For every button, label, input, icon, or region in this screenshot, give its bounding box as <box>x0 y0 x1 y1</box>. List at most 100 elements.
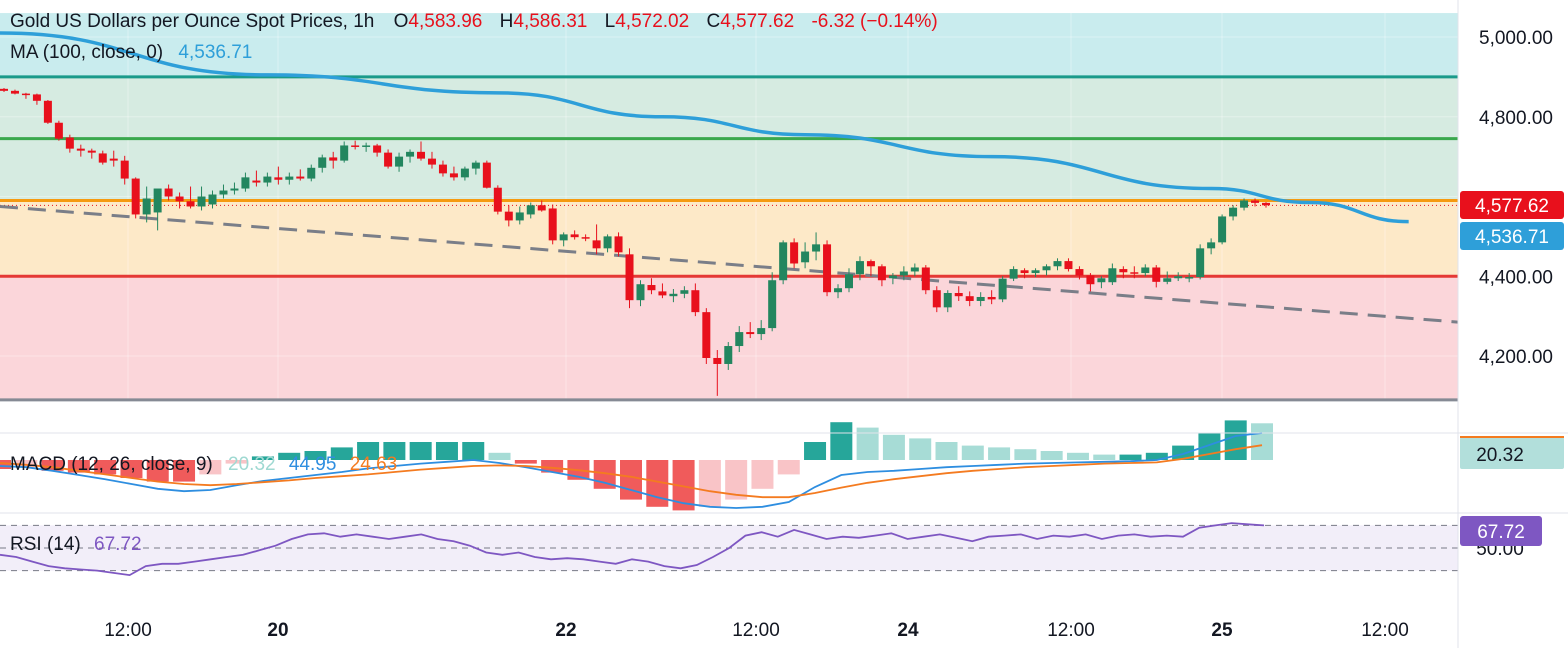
candle-66 <box>724 346 733 364</box>
candle-39 <box>427 158 436 165</box>
candle-60 <box>658 291 667 296</box>
macd-hist-bar-47 <box>1224 420 1247 460</box>
candle-82 <box>899 271 908 276</box>
candle-42 <box>460 168 469 178</box>
candle-95 <box>1042 266 1051 271</box>
candle-35 <box>384 152 393 167</box>
zone-band-0 <box>0 13 1458 77</box>
macd-hist-bar-38 <box>988 447 1011 460</box>
rsi-badge-text: 67.72 <box>1477 522 1525 543</box>
candle-94 <box>1031 270 1040 274</box>
rsi-legend-value: 67.72 <box>94 534 142 555</box>
macd-hist-bar-42 <box>1093 454 1116 460</box>
candle-13 <box>142 198 151 215</box>
macd-hist-bar-13 <box>330 447 353 460</box>
macd-hist-bar-11 <box>278 452 301 460</box>
candle-37 <box>406 151 415 157</box>
zone-band-1 <box>0 76 1458 139</box>
macd-hist-bar-24 <box>620 460 642 500</box>
macd-hist-bar-8 <box>199 460 222 475</box>
candle-47 <box>515 212 524 221</box>
candle-44 <box>482 162 491 188</box>
rsi-legend-label: RSI (14) <box>10 534 81 555</box>
time-axis: 12:00 20 22 12:00 24 12:00 25 12:00 <box>104 620 1409 641</box>
price-axis: 5,000.00 4,800.00 4,400.00 4,200.00 <box>1479 28 1553 368</box>
macd-hist-bar-20 <box>514 460 537 464</box>
candle-61 <box>669 293 678 297</box>
candle-24 <box>263 176 272 183</box>
candle-8 <box>87 150 96 153</box>
candle-26 <box>285 176 294 180</box>
signal-line <box>0 444 1263 499</box>
candle-101 <box>1108 268 1117 283</box>
candle-59 <box>647 285 656 291</box>
ma-price-badge: 4,536.71 <box>1460 222 1564 250</box>
last-price-badge-text: 4,577.62 <box>1475 196 1549 217</box>
open-value: 4,583.96 <box>408 11 482 32</box>
candle-90 <box>987 296 996 300</box>
candle-63 <box>691 290 700 313</box>
macd-hist-bar-1 <box>15 460 38 468</box>
candle-97 <box>1064 261 1073 270</box>
trendline <box>0 204 1459 324</box>
macd-hist-bar-18 <box>462 442 485 460</box>
candle-21 <box>230 188 239 191</box>
ma-price-badge-text: 4,536.71 <box>1475 227 1549 248</box>
candle-14 <box>153 188 162 213</box>
candle-64 <box>702 312 711 358</box>
macd-badge-text: 20.32 <box>1476 445 1524 466</box>
candle-11 <box>120 160 129 179</box>
rsi-line <box>0 522 1265 577</box>
chart-legend-line: Gold US Dollars per Ounce Spot Prices, 1… <box>10 11 938 32</box>
macd-hist-bar-0 <box>0 460 11 469</box>
candle-93 <box>1020 270 1029 274</box>
candle-83 <box>910 267 919 272</box>
macd-hist-bar-33 <box>856 427 879 460</box>
macd-hist-bar-40 <box>1040 451 1063 460</box>
candle-89 <box>976 296 985 301</box>
low-value: 4,572.02 <box>615 11 689 32</box>
trendline-group <box>0 204 1459 324</box>
candle-43 <box>471 162 480 169</box>
symbol-title: Gold US Dollars per Ounce Spot Prices, 1… <box>10 11 374 32</box>
candle-28 <box>307 167 316 179</box>
candle-105 <box>1152 267 1161 282</box>
ma-group <box>0 31 1409 224</box>
candle-9 <box>98 153 107 163</box>
macd-hist-bar-43 <box>1119 454 1142 460</box>
candle-108 <box>1185 277 1194 279</box>
candle-70 <box>768 280 777 329</box>
macd-badge: 20.32 <box>1460 436 1564 469</box>
candle-38 <box>417 151 426 159</box>
macd-hist-bar-44 <box>1145 452 1168 460</box>
candle-75 <box>823 244 832 293</box>
macd-hist-bar-39 <box>1014 449 1037 460</box>
candle-69 <box>757 328 766 335</box>
candle-58 <box>636 284 645 301</box>
macd-hist-bar-14 <box>357 442 380 460</box>
x-tick-label-5: 12:00 <box>1047 620 1095 641</box>
candle-76 <box>834 288 843 293</box>
candle-77 <box>844 274 853 289</box>
macd-legend-label: MACD (12, 26, close, 9) <box>10 454 213 475</box>
candle-99 <box>1086 275 1095 285</box>
candle-79 <box>866 261 875 267</box>
candle-12 <box>131 178 140 215</box>
candle-36 <box>395 156 404 167</box>
macd-hist-bar-48 <box>1251 423 1273 460</box>
macd-hist-bar-12 <box>304 451 327 460</box>
candle-7 <box>76 148 85 151</box>
macd-hist-bar-15 <box>383 442 406 460</box>
rsi-badge: 67.72 <box>1460 516 1542 546</box>
candle-87 <box>954 292 963 297</box>
candle-62 <box>680 290 689 294</box>
macd-hist-bar-31 <box>804 442 827 460</box>
candle-100 <box>1097 278 1106 283</box>
candle-3 <box>32 94 41 101</box>
candle-45 <box>493 187 502 212</box>
candle-104 <box>1141 267 1150 274</box>
x-tick-label-2: 22 <box>555 620 576 641</box>
candle-72 <box>790 242 799 264</box>
horizontal-lines <box>0 75 1458 402</box>
